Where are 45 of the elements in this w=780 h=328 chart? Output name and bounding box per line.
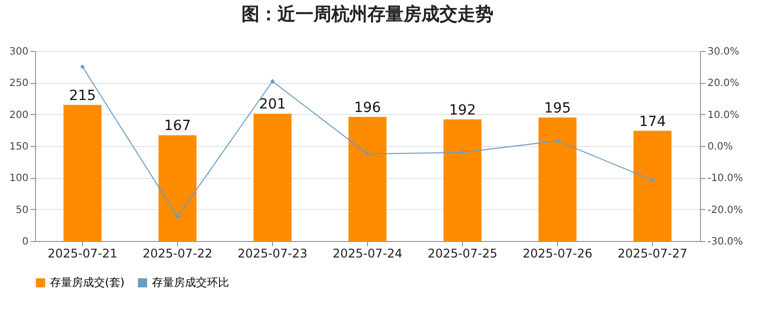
x-tick-label: 2025-07-24 xyxy=(332,246,402,260)
chart-title: 图：近一周杭州存量房成交走势 xyxy=(242,4,494,25)
y-tick-label: 300 xyxy=(9,46,28,58)
point xyxy=(650,178,655,183)
bar xyxy=(348,116,386,241)
data-label: 167 xyxy=(164,118,191,134)
y-tick-label: 100 xyxy=(9,173,28,184)
bar xyxy=(254,114,292,241)
data-label: 174 xyxy=(639,114,666,130)
y2-tick-label: 0.0% xyxy=(708,142,733,152)
y-tick-label: 150 xyxy=(9,142,28,152)
data-label: 196 xyxy=(354,100,381,116)
bar xyxy=(538,118,576,241)
bar xyxy=(444,119,482,241)
data-label: 201 xyxy=(259,96,286,113)
data-label: 192 xyxy=(449,102,476,118)
legend-label: 存量房成交(套) xyxy=(50,276,125,289)
y-tick-label: 200 xyxy=(9,110,28,121)
x-tick-label: 2025-07-23 xyxy=(238,246,308,260)
data-label: 195 xyxy=(544,100,571,116)
y2-tick-label: 20.0% xyxy=(708,78,740,90)
legend-label: 存量房成交环比 xyxy=(152,276,229,289)
bar xyxy=(64,104,102,241)
point xyxy=(175,214,180,219)
y-tick-label: 250 xyxy=(9,78,28,90)
x-tick-label: 2025-07-26 xyxy=(522,246,592,260)
x-tick-label: 2025-07-27 xyxy=(618,246,688,260)
bar xyxy=(158,135,196,241)
y-tick-label: 0 xyxy=(22,236,28,248)
y2-tick-label: 10.0% xyxy=(708,110,740,121)
point xyxy=(365,152,370,156)
y-tick-label: 50 xyxy=(16,204,28,216)
y2-tick-label: 30.0% xyxy=(708,46,740,58)
point xyxy=(460,150,465,155)
y2-tick-label: -10.0% xyxy=(708,173,743,184)
data-label: 215 xyxy=(69,88,96,104)
point xyxy=(270,79,275,84)
bar xyxy=(634,130,672,241)
y2-tick-label: -20.0% xyxy=(708,204,743,216)
x-tick-label: 2025-07-21 xyxy=(48,246,118,260)
x-tick-label: 2025-07-22 xyxy=(142,246,212,260)
y2-tick-label: -30.0% xyxy=(708,236,743,248)
point xyxy=(80,64,85,70)
x-tick-label: 2025-07-25 xyxy=(428,246,498,260)
point xyxy=(555,138,560,144)
